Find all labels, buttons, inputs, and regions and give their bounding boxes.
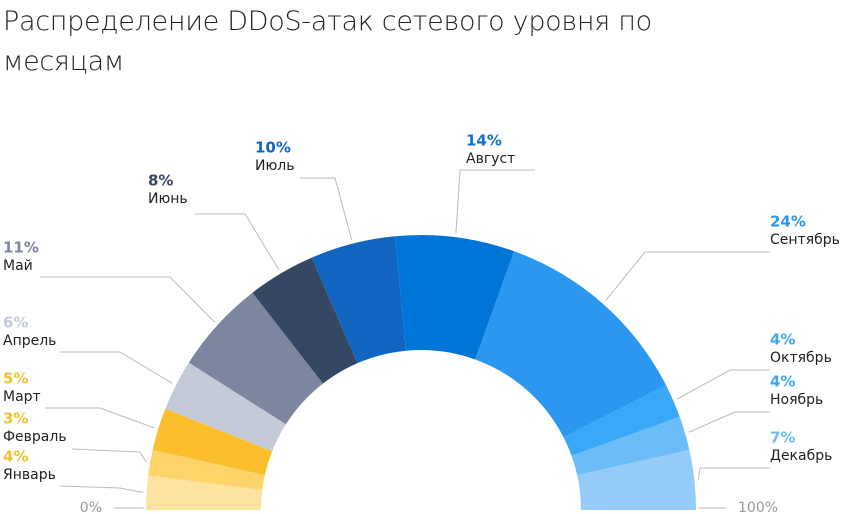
axis-end-label: 100% [738, 500, 778, 514]
slice [188, 292, 323, 425]
axis-end-label: 0% [80, 500, 102, 514]
category-label: Ноябрь [770, 392, 823, 408]
leader-line [60, 351, 173, 384]
category-label: Февраль [3, 429, 67, 445]
slice [563, 385, 680, 456]
slice [475, 251, 667, 438]
slice [577, 450, 696, 510]
value-label: 5% [3, 370, 28, 388]
slice [165, 362, 286, 452]
category-label: Август [466, 151, 515, 167]
category-label: Июнь [148, 191, 188, 207]
leader-line [300, 177, 353, 240]
leader-line [71, 448, 147, 463]
leader-line [45, 407, 155, 429]
value-label: 7% [770, 429, 795, 447]
value-label: 4% [770, 373, 795, 391]
value-label: 4% [770, 331, 795, 349]
value-label: 3% [3, 410, 28, 428]
leader-line [605, 251, 770, 302]
category-label: Сентябрь [770, 232, 840, 248]
chart-title: Распределение DDoS-атак сетевого уровня … [3, 6, 652, 77]
leader-line [676, 369, 770, 400]
slice [395, 235, 515, 360]
category-label: Июль [255, 158, 294, 174]
category-label: Октябрь [770, 350, 832, 366]
category-label: Апрель [3, 333, 56, 349]
leader-line [688, 411, 770, 433]
leader-line [455, 169, 535, 234]
value-label: 24% [770, 213, 806, 231]
category-label: Декабрь [770, 448, 832, 464]
value-label: 10% [255, 139, 291, 157]
value-label: 4% [3, 448, 28, 466]
category-label: Май [3, 258, 33, 274]
leader-line [40, 276, 215, 323]
category-label: Март [3, 389, 41, 405]
leader-line [59, 485, 143, 493]
slice [146, 475, 263, 510]
value-label: 14% [466, 132, 502, 150]
slice [252, 257, 358, 384]
leader-line [195, 213, 280, 271]
slice [148, 450, 265, 490]
slice [571, 416, 690, 476]
value-label: 11% [3, 239, 39, 257]
value-label: 6% [3, 314, 28, 332]
value-label: 8% [148, 172, 173, 190]
category-label: Январь [3, 467, 56, 483]
leader-line [697, 467, 770, 480]
slice [152, 408, 273, 476]
slice [311, 236, 406, 364]
